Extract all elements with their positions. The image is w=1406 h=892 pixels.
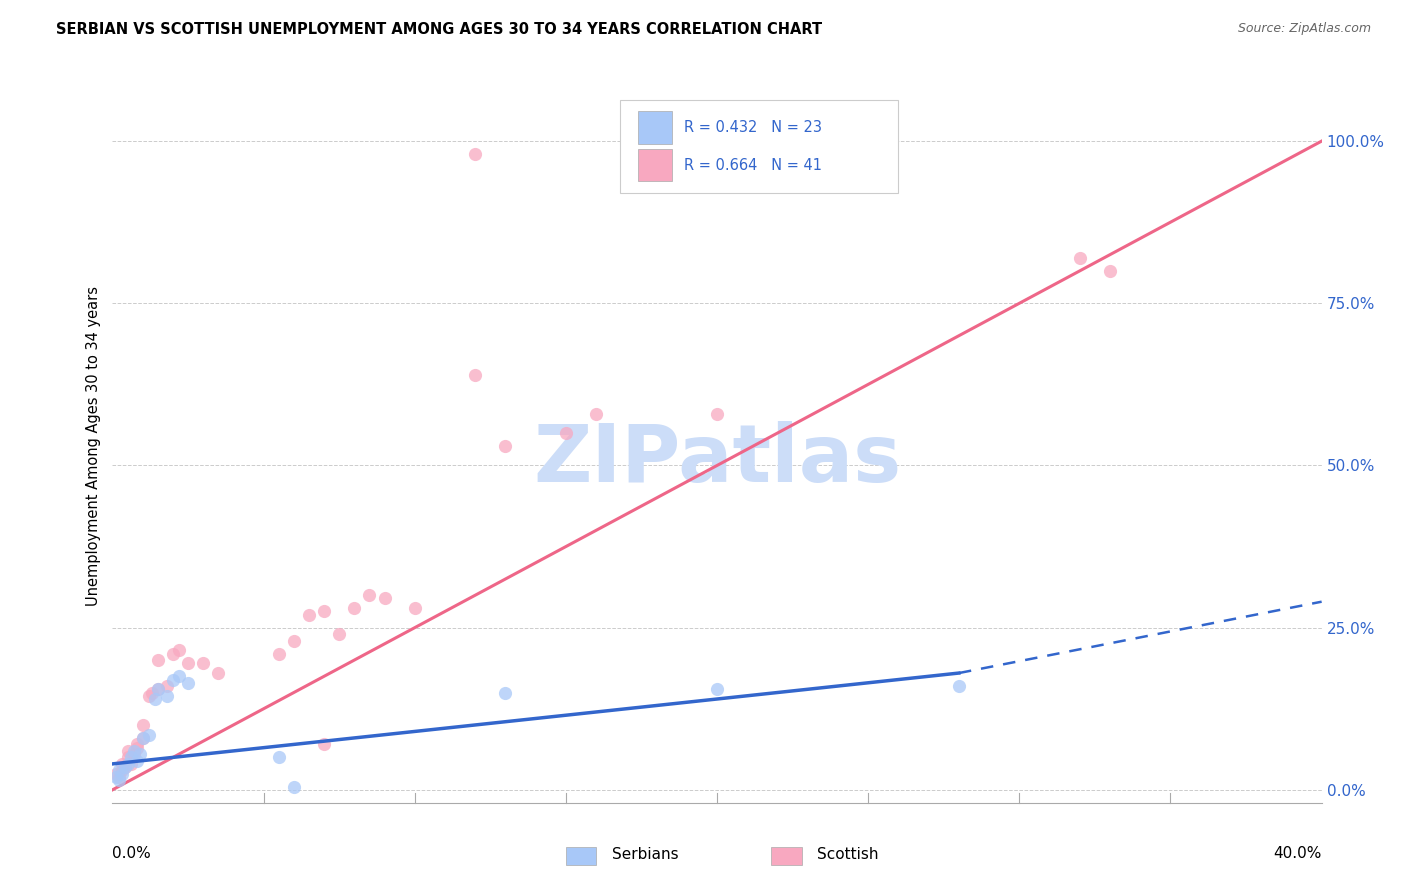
Point [495,439,517,453]
Point [283,780,305,794]
Point [122,747,145,761]
Point [104,766,127,780]
Point [267,647,290,661]
Point [125,754,148,768]
Point [132,731,155,745]
Point [117,750,139,764]
Text: Serbians: Serbians [612,847,679,863]
Point [114,760,136,774]
Point [107,773,129,788]
Point [117,744,139,758]
Point [162,647,184,661]
Point [110,766,132,780]
Text: 0.0%: 0.0% [112,846,152,861]
Point [122,744,145,758]
Point [138,689,160,703]
FancyBboxPatch shape [772,847,801,865]
Point [374,591,396,606]
Point [162,673,184,687]
FancyBboxPatch shape [638,112,672,144]
Point [120,756,142,771]
Y-axis label: Unemployment Among Ages 30 to 34 years: Unemployment Among Ages 30 to 34 years [86,286,101,606]
Text: R = 0.432   N = 23: R = 0.432 N = 23 [685,120,823,135]
Text: 40.0%: 40.0% [1274,846,1322,861]
Point [125,740,148,755]
Point [104,770,127,784]
Point [110,764,132,778]
Text: Source: ZipAtlas.com: Source: ZipAtlas.com [1237,22,1371,36]
Point [117,756,139,771]
Point [146,682,169,697]
Point [110,756,132,771]
Point [359,588,381,602]
Point [1098,264,1121,278]
Point [706,407,728,421]
Point [156,689,179,703]
Point [267,750,290,764]
Text: Scottish: Scottish [817,847,879,863]
Point [464,147,486,161]
Point [156,679,179,693]
Point [128,747,150,761]
FancyBboxPatch shape [638,149,672,181]
Point [706,682,728,697]
Point [1069,251,1091,265]
Point [314,604,336,618]
Point [146,682,169,697]
Point [554,425,576,440]
Point [167,643,190,657]
Point [107,764,129,778]
Point [191,657,214,671]
FancyBboxPatch shape [565,847,596,865]
Text: ZIPatlas: ZIPatlas [533,421,901,500]
Point [948,679,970,693]
Point [141,685,163,699]
Text: R = 0.664   N = 41: R = 0.664 N = 41 [685,158,823,173]
Point [328,627,350,641]
Point [495,685,517,699]
Point [120,750,142,764]
Point [464,368,486,382]
Point [132,731,155,745]
Point [125,738,148,752]
Point [143,692,166,706]
Point [298,607,321,622]
Point [167,669,190,683]
Point [283,633,305,648]
Point [314,738,336,752]
Point [114,760,136,774]
Point [177,657,200,671]
Text: SERBIAN VS SCOTTISH UNEMPLOYMENT AMONG AGES 30 TO 34 YEARS CORRELATION CHART: SERBIAN VS SCOTTISH UNEMPLOYMENT AMONG A… [56,22,823,37]
Point [146,653,169,667]
Point [343,601,366,615]
FancyBboxPatch shape [620,100,898,193]
Point [132,718,155,732]
Point [585,407,607,421]
Point [107,770,129,784]
Point [177,675,200,690]
Point [138,728,160,742]
Point [404,601,426,615]
Point [207,666,229,681]
